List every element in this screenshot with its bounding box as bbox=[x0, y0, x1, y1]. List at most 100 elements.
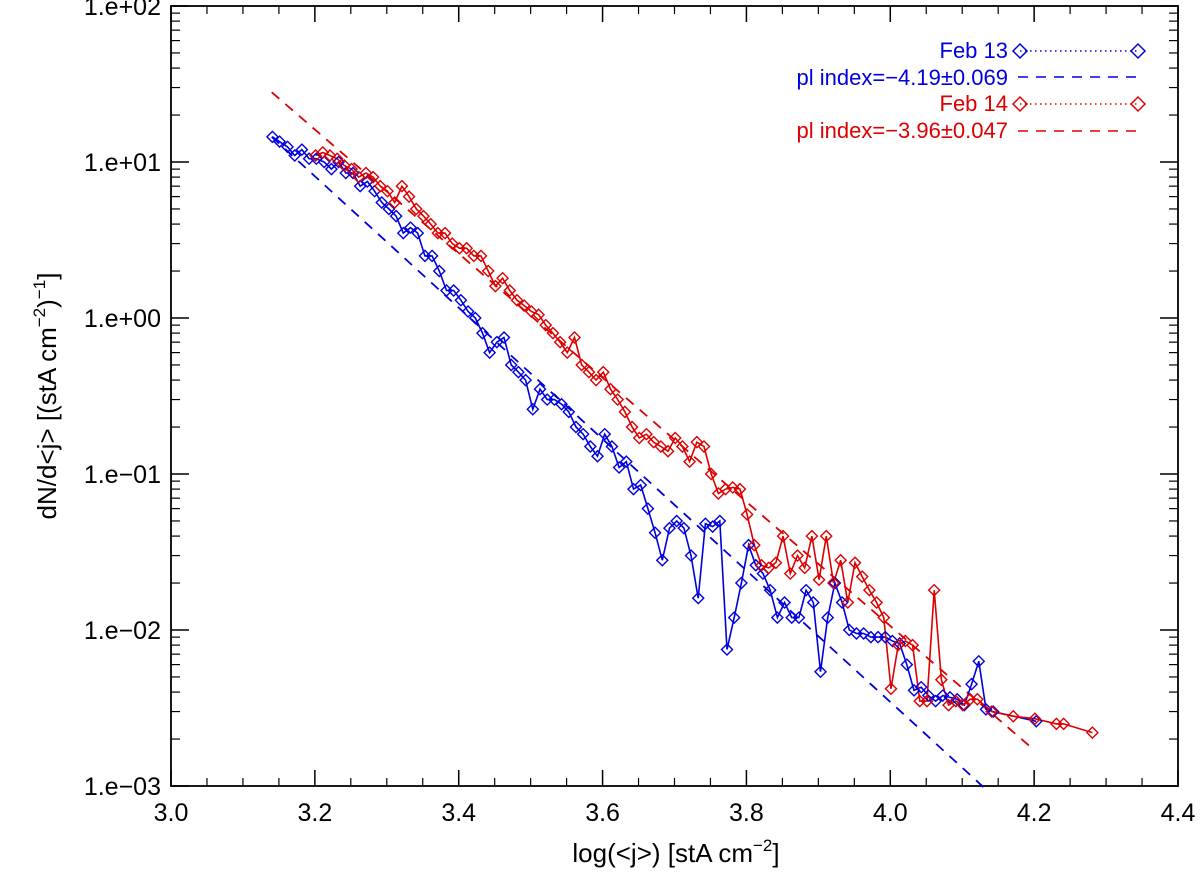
data-point-marker bbox=[776, 529, 790, 543]
x-tick-label: 3.4 bbox=[441, 799, 476, 827]
y-tick-label: 1.e+00 bbox=[84, 305, 161, 333]
data-point-marker bbox=[575, 358, 589, 372]
data-point-marker bbox=[985, 705, 999, 719]
data-point-marker bbox=[877, 611, 891, 625]
data-point-marker bbox=[562, 405, 576, 419]
data-point-marker bbox=[288, 149, 302, 163]
data-point-marker bbox=[870, 596, 884, 610]
data-point-marker bbox=[864, 630, 878, 644]
data-point-marker bbox=[411, 226, 425, 240]
data-point-marker bbox=[783, 567, 797, 581]
data-point-marker bbox=[281, 140, 295, 154]
data-point-marker bbox=[871, 630, 885, 644]
data-point-marker bbox=[920, 694, 934, 708]
x-tick-label: 4.4 bbox=[1161, 799, 1196, 827]
data-point-marker bbox=[740, 508, 754, 521]
data-point-marker bbox=[555, 397, 569, 411]
data-point-marker bbox=[504, 358, 518, 372]
data-point-marker bbox=[402, 190, 416, 204]
data-point-marker bbox=[395, 179, 409, 193]
data-point-marker bbox=[517, 299, 531, 313]
legend-marker-feb13-start bbox=[1011, 42, 1029, 60]
data-point-marker bbox=[675, 440, 689, 454]
data-point-marker bbox=[366, 170, 380, 184]
legend-fit-label-feb14: pl index=−3.96±0.047 bbox=[797, 118, 1008, 143]
series-line-1 bbox=[315, 151, 1093, 734]
data-point-marker bbox=[452, 241, 466, 255]
data-point-marker bbox=[848, 556, 862, 570]
data-point-marker bbox=[416, 209, 430, 223]
data-point-marker bbox=[828, 576, 842, 590]
data-point-marker bbox=[849, 626, 863, 640]
legend-label-feb14: Feb 14 bbox=[940, 91, 1009, 116]
legend-marker-feb14-start bbox=[1011, 95, 1029, 113]
data-point-marker bbox=[1029, 714, 1043, 728]
data-point-marker bbox=[921, 689, 935, 703]
data-point-marker bbox=[467, 249, 481, 263]
data-point-marker bbox=[684, 549, 698, 563]
data-point-marker bbox=[798, 561, 812, 575]
tick-labels: 3.0 3.2 3.4 3.6 3.8 4.0 4.2 4.4 1.e−03 1.e−02 1.e−… bbox=[84, 0, 1196, 827]
data-point-marker bbox=[438, 226, 452, 240]
data-point-marker bbox=[706, 520, 720, 534]
x-tick-label: 3.0 bbox=[154, 799, 189, 827]
y-tick-label: 1.e−03 bbox=[84, 773, 161, 801]
x-tick-label: 3.8 bbox=[729, 799, 764, 827]
data-point-marker bbox=[396, 226, 410, 240]
data-point-marker bbox=[404, 221, 418, 235]
data-point-marker bbox=[704, 467, 718, 481]
data-point-marker bbox=[734, 576, 748, 590]
data-point-marker bbox=[582, 365, 596, 379]
data-point-marker bbox=[648, 526, 662, 540]
data-point-marker bbox=[806, 596, 820, 610]
data-point-marker bbox=[769, 556, 783, 570]
data-point-marker bbox=[389, 209, 403, 223]
series-markers bbox=[265, 130, 1099, 740]
x-axis-title: log(<j>) [stA cm−2] bbox=[572, 836, 779, 868]
data-point-marker bbox=[668, 431, 682, 445]
data-point-marker bbox=[749, 558, 763, 572]
data-point-marker bbox=[970, 692, 984, 706]
data-point-marker bbox=[719, 482, 733, 496]
data-point-marker bbox=[943, 690, 957, 704]
data-point-marker bbox=[483, 346, 497, 360]
data-point-marker bbox=[431, 226, 445, 240]
data-point-marker bbox=[569, 420, 583, 434]
data-point-marker bbox=[677, 521, 691, 535]
data-point-marker bbox=[799, 583, 813, 597]
data-point-marker bbox=[770, 611, 784, 625]
data-point-marker bbox=[778, 596, 792, 610]
data-point-marker bbox=[418, 249, 432, 263]
data-point-marker bbox=[906, 638, 920, 652]
data-point-marker bbox=[460, 241, 474, 255]
data-point-marker bbox=[540, 393, 554, 407]
data-point-marker bbox=[461, 305, 475, 319]
data-point-marker bbox=[661, 444, 675, 458]
data-point-marker bbox=[862, 583, 876, 597]
data-point-marker bbox=[345, 162, 359, 176]
legend-marker-feb13-end bbox=[1129, 42, 1147, 60]
data-point-marker bbox=[589, 373, 603, 387]
data-point-marker bbox=[670, 514, 684, 528]
data-point-marker bbox=[619, 455, 633, 469]
data-point-marker bbox=[812, 573, 826, 587]
series-lines bbox=[271, 136, 1093, 734]
axis-ticks bbox=[170, 5, 1179, 787]
data-point-marker bbox=[655, 553, 669, 567]
legend: Feb 13 pl index=−4.19±0.069 Feb 14 pl in… bbox=[797, 38, 1147, 143]
data-point-marker bbox=[742, 538, 756, 552]
x-tick-label: 4.0 bbox=[873, 799, 908, 827]
data-point-marker bbox=[1085, 726, 1099, 740]
legend-label-feb13: Feb 13 bbox=[940, 38, 1009, 63]
data-point-marker bbox=[927, 583, 941, 597]
y-tick-label: 1.e+01 bbox=[84, 149, 161, 177]
data-point-marker bbox=[986, 705, 1000, 719]
y-tick-label: 1.e+02 bbox=[84, 0, 161, 21]
data-point-marker bbox=[611, 393, 625, 407]
data-point-marker bbox=[884, 682, 898, 696]
data-point-marker bbox=[373, 179, 387, 193]
data-point-marker bbox=[375, 196, 389, 209]
data-point-marker bbox=[697, 440, 711, 454]
data-point-marker bbox=[503, 284, 517, 298]
data-point-marker bbox=[913, 694, 927, 708]
